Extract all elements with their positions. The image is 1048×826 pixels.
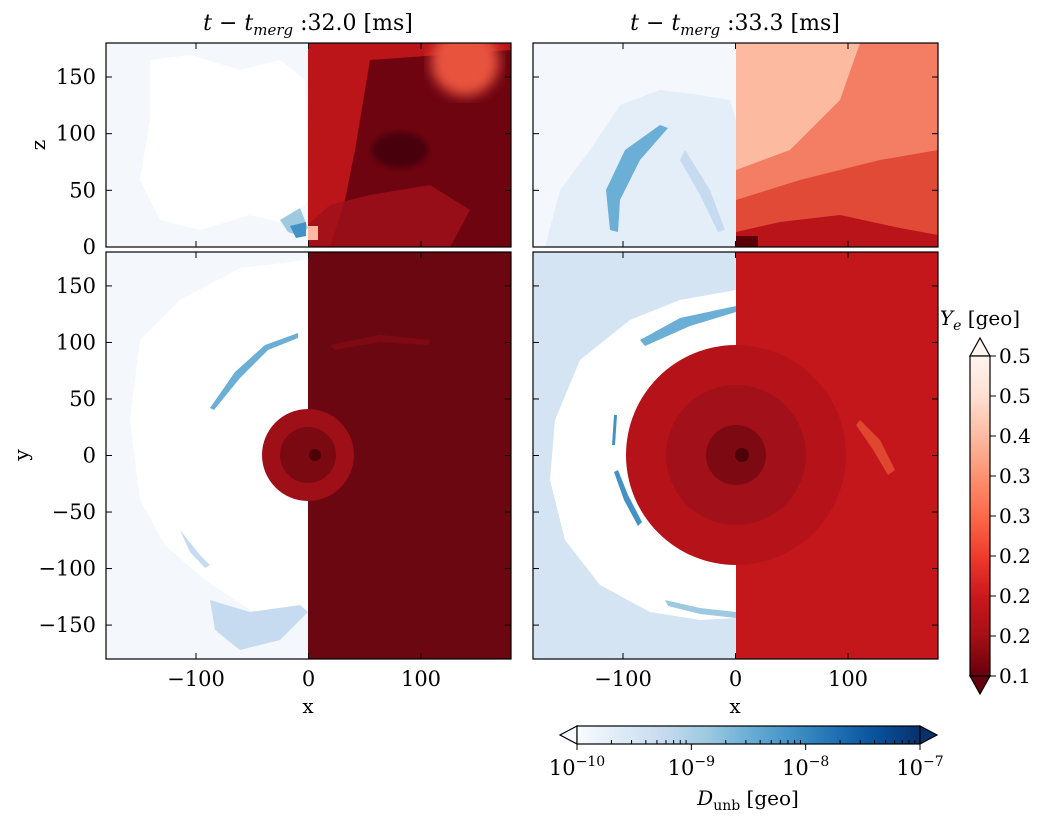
panel1-ticks: 0 50 100 150: [56, 43, 511, 259]
panel1-title: t − tmerg :32.0 [ms]: [203, 11, 413, 39]
ye-streak: [856, 420, 895, 475]
ejecta-arc: [606, 125, 668, 232]
low-ye-disk: [736, 215, 938, 247]
x-tick-label: 0: [729, 667, 742, 691]
dunb-shell: [545, 90, 736, 247]
panel2-ticks: [533, 43, 938, 248]
x-tick-label: −100: [594, 667, 652, 691]
high-ye-blob: [431, 43, 499, 96]
ye-colorbar-label: Ye [geo]: [940, 306, 1020, 334]
dunb-tick-label: 10−9: [668, 754, 715, 780]
ejecta-arc: [210, 333, 298, 410]
dunb-colorbar-ticks: 10−10 10−9 10−8 10−7: [549, 740, 944, 780]
panel-xy-33ms: −100 0 100 x: [532, 251, 939, 718]
x-tick-label: 100: [401, 667, 441, 691]
ye-extend-top: [968, 336, 992, 357]
ye-tick-label: 0.4: [999, 424, 1031, 448]
y-tick-label: 0: [83, 444, 96, 468]
ejecta-fleck: [180, 530, 210, 568]
dunb-tick-label: 10−8: [782, 754, 829, 780]
panel-xz-33ms: t − tmerg :33.3 [ms]: [532, 11, 939, 248]
y-tick-label: 150: [56, 65, 96, 89]
ye-hot-spot: [308, 226, 318, 240]
panel-xz-32ms: 0 50 100 150 t − tmerg :32.0 [ms] z: [26, 11, 512, 259]
x-tick-label: 0: [302, 667, 315, 691]
ye-colorbar-body: [969, 355, 991, 677]
ye-colorbar-ticks: 0.1 0.2 0.2 0.2 0.3 0.3 0.4 0.5 0.5: [990, 344, 1031, 688]
ejecta-core: [290, 222, 306, 238]
ye-tick-label: 0.1: [999, 664, 1031, 688]
y-tick-label: −150: [38, 613, 96, 637]
ye-tick-label: 0.2: [999, 624, 1031, 648]
ejecta-arc: [640, 306, 736, 346]
ye-tick-label: 0.5: [999, 384, 1031, 408]
ye-tick-label: 0.3: [999, 504, 1031, 528]
ejecta-lobe: [210, 600, 308, 650]
ye-disk-inner: [280, 427, 336, 483]
ye-structure: [308, 185, 470, 247]
ye-vortex: [372, 132, 428, 168]
ye-center: [735, 448, 749, 462]
panel3-xlabel: x: [302, 694, 314, 718]
ye-streak: [330, 335, 430, 350]
panel3-ticks: −100 0 100 −150 −100 −50 0 50 100 150: [38, 252, 511, 691]
dunb-tick-label: 10−10: [549, 754, 605, 780]
panel4-ticks: −100 0 100: [533, 252, 938, 691]
dunb-tick-label: 10−7: [896, 754, 943, 780]
panel3-ylabel: y: [9, 449, 33, 462]
dunb-extend-right: [919, 725, 939, 745]
y-tick-label: −100: [38, 557, 96, 581]
y-tick-label: −50: [52, 500, 96, 524]
high-ye-region: [736, 43, 860, 170]
y-tick-label: 100: [56, 122, 96, 146]
ye-core: [736, 236, 758, 247]
ye-colorbar: 0.1 0.2 0.2 0.2 0.3 0.3 0.4 0.5 0.5 Ye [geo]: [940, 306, 1031, 696]
ye-tick-label: 0.3: [999, 464, 1031, 488]
y-tick-label: 150: [56, 274, 96, 298]
panel2-title: t − tmerg :33.3 [ms]: [630, 11, 840, 39]
x-tick-label: −100: [167, 667, 225, 691]
y-tick-label: 50: [69, 178, 96, 202]
ejecta-fleck: [612, 415, 617, 445]
dunb-colorbar-body: [576, 725, 921, 745]
y-tick-label: 50: [69, 387, 96, 411]
ejecta-arc-2: [614, 470, 642, 526]
ejecta-arc-3: [665, 600, 736, 618]
panel4-xlabel: x: [729, 694, 741, 718]
y-tick-label: 100: [56, 330, 96, 354]
y-tick-label: 0: [83, 235, 96, 259]
panel-xy-32ms: −100 0 100 −150 −100 −50 0 50 100 150 y x: [9, 251, 512, 718]
x-tick-label: 100: [828, 667, 868, 691]
ye-tick-label: 0.5: [999, 344, 1031, 368]
ye-extend-bottom: [968, 675, 992, 696]
ye-center: [309, 449, 321, 461]
ye-tick-label: 0.2: [999, 544, 1031, 568]
ye-tick-label: 0.2: [999, 584, 1031, 608]
dunb-extend-left: [558, 725, 578, 745]
dunb-colorbar-label: Dunb [geo]: [696, 786, 799, 814]
ejecta-arc-2: [680, 150, 725, 232]
dunb-colorbar: 10−10 10−9 10−8 10−7 Dunb [geo]: [549, 725, 944, 814]
panel1-ylabel: z: [26, 140, 50, 151]
unbound-free-region: [140, 55, 308, 230]
